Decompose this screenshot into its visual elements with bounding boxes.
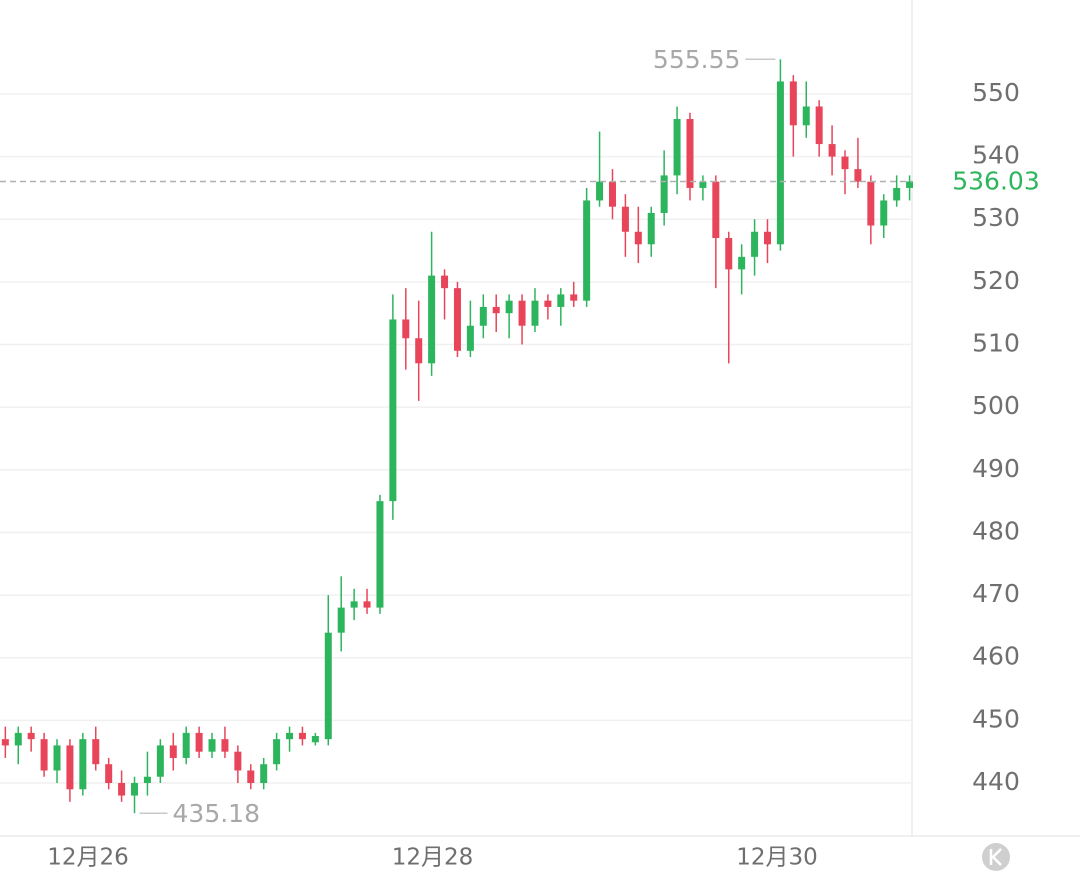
- candle-body: [376, 501, 384, 608]
- candle-body: [583, 200, 591, 301]
- candle-body: [763, 231, 771, 245]
- kline-button[interactable]: [982, 843, 1010, 871]
- candle-body: [751, 231, 759, 257]
- y-tick-label: 530: [972, 203, 1020, 232]
- candle-body: [92, 739, 100, 765]
- y-tick-label: 520: [972, 266, 1020, 295]
- candle-body: [221, 739, 229, 752]
- candle-body: [208, 739, 216, 752]
- y-tick-label: 500: [972, 391, 1020, 420]
- candle-body: [247, 770, 255, 784]
- low-marker-label: 435.18: [173, 799, 260, 828]
- candle-body: [518, 300, 526, 326]
- candle-body: [699, 181, 707, 188]
- candle-body: [880, 200, 888, 226]
- candle-body: [1, 739, 9, 746]
- kline-icon[interactable]: [989, 848, 1002, 866]
- candle-body: [828, 144, 836, 157]
- x-tick-label: 12月28: [392, 845, 474, 871]
- candle-body: [195, 732, 203, 752]
- candle-body: [298, 732, 306, 740]
- candle-body: [802, 106, 810, 126]
- candle-body: [311, 736, 319, 743]
- candle-body: [453, 288, 461, 351]
- candle-body: [621, 206, 629, 232]
- candle-body: [118, 783, 126, 796]
- candle-body: [854, 169, 862, 182]
- candle-body: [906, 181, 914, 188]
- x-tick-label: 12月26: [47, 845, 129, 871]
- y-tick-label: 450: [972, 704, 1020, 733]
- candle-body: [27, 732, 35, 740]
- y-tick-label: 490: [972, 454, 1020, 483]
- last-price-box: [913, 163, 1080, 200]
- x-tick-label: 12月30: [736, 845, 818, 871]
- y-tick-label: 550: [972, 78, 1020, 107]
- candle-body: [169, 745, 177, 758]
- candle-body: [389, 319, 397, 502]
- candle-body: [143, 776, 151, 784]
- y-tick-label: 440: [972, 767, 1020, 796]
- candle-body: [415, 338, 423, 364]
- candle-body: [544, 300, 552, 307]
- candle-body: [324, 632, 332, 740]
- candle-body: [40, 739, 48, 771]
- candle-body: [337, 607, 345, 633]
- candle-body: [531, 300, 539, 326]
- candle-body: [789, 81, 797, 126]
- candle-body: [363, 601, 371, 608]
- candle-body: [867, 181, 875, 226]
- candle-body: [273, 739, 281, 765]
- candle-body: [557, 294, 565, 307]
- candle-body: [79, 739, 87, 790]
- candle-body: [570, 294, 578, 301]
- candle-body: [66, 745, 74, 790]
- high-marker-label: 555.55: [653, 45, 740, 74]
- last-price-label: 536.03: [952, 166, 1039, 195]
- y-tick-label: 510: [972, 329, 1020, 358]
- candle-body: [182, 732, 190, 758]
- y-tick-label: 470: [972, 579, 1020, 608]
- candle-body: [131, 783, 139, 796]
- candle-body: [505, 300, 513, 314]
- candle-body: [105, 764, 113, 784]
- candle-body: [596, 181, 604, 201]
- candle-body: [350, 601, 358, 608]
- y-tick-label: 480: [972, 516, 1020, 545]
- candle-body: [893, 187, 901, 201]
- candle-body: [608, 181, 616, 207]
- candle-body: [776, 81, 784, 245]
- candle-body: [634, 231, 642, 245]
- candle-body: [712, 181, 720, 239]
- candle-body: [725, 238, 733, 270]
- candle-body: [441, 275, 449, 289]
- candle-body: [286, 732, 294, 740]
- kline-button-bg[interactable]: [982, 843, 1010, 871]
- candle-body: [479, 306, 487, 326]
- candle-body: [234, 751, 242, 771]
- candle-body: [53, 745, 61, 771]
- candle-body: [686, 119, 694, 188]
- candle-body: [492, 306, 500, 314]
- candle-body: [660, 175, 668, 213]
- candle-body: [815, 106, 823, 145]
- candle-body: [673, 119, 681, 176]
- candle-body: [466, 325, 474, 351]
- y-tick-label: 460: [972, 642, 1020, 671]
- candle-body: [647, 212, 655, 245]
- candle-body: [156, 745, 164, 777]
- candle-body: [14, 732, 22, 746]
- candle-body: [402, 319, 410, 339]
- candle-body: [841, 156, 849, 170]
- candle-body: [428, 275, 436, 364]
- candle-body: [260, 764, 268, 784]
- candle-body: [738, 256, 746, 270]
